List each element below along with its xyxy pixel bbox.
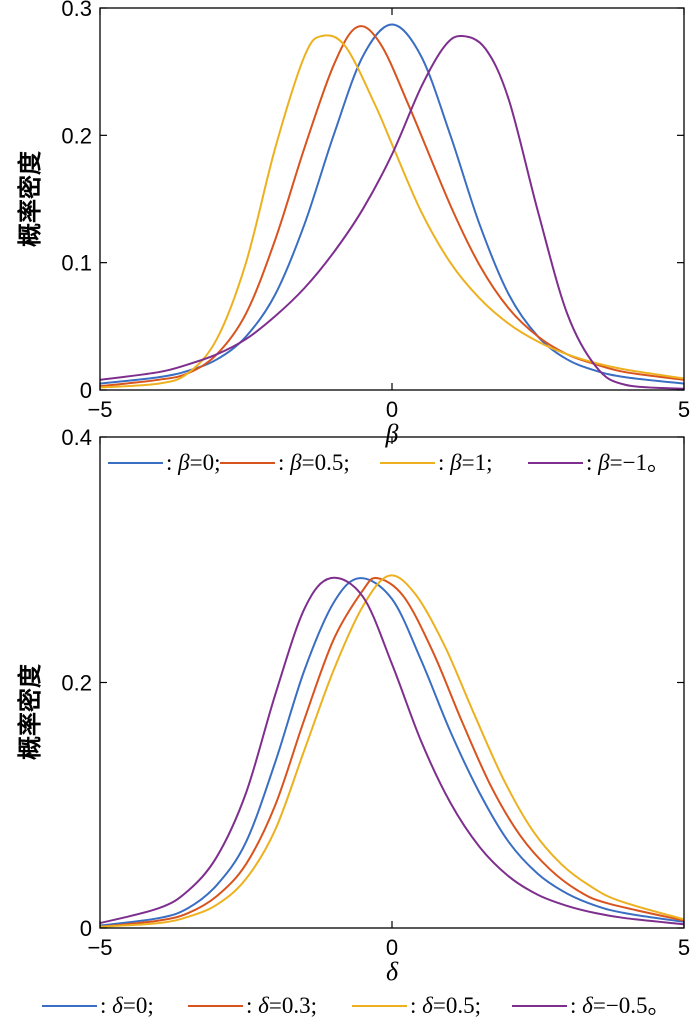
x-tick-label: 0 bbox=[386, 935, 398, 960]
x-tick-label: −5 bbox=[87, 935, 112, 960]
series-line-2 bbox=[99, 25, 685, 388]
series-line-4 bbox=[99, 576, 685, 926]
y-axis-label: 概率密度 bbox=[16, 150, 44, 247]
legend-entry-1: : β=0; bbox=[166, 450, 220, 475]
legend: : β=0; : β=0.5; : β=1; : β=−1。 bbox=[108, 450, 670, 475]
y-tick-label: 0.2 bbox=[61, 123, 92, 148]
series-line-4 bbox=[99, 34, 685, 390]
legend-entry-2: : β=0.5; bbox=[278, 450, 350, 475]
legend-entry-4: : β=−1。 bbox=[586, 450, 670, 475]
x-tick-label: 0 bbox=[386, 397, 398, 422]
x-tick-label: 5 bbox=[678, 935, 690, 960]
y-axis-label: 概率密度 bbox=[16, 663, 44, 760]
y-tick-label: 0 bbox=[80, 378, 92, 403]
plot-frame bbox=[99, 436, 685, 929]
series-line-3 bbox=[99, 574, 685, 928]
y-tick-label: 0.1 bbox=[61, 251, 92, 276]
legend: : δ=0; : δ=0.3; : δ=0.5; : δ=−0.5。 bbox=[42, 993, 671, 1018]
x-axis-label: β bbox=[385, 419, 399, 448]
series-line-3 bbox=[99, 34, 685, 389]
legend-entry-2: : δ=0.3; bbox=[246, 993, 317, 1018]
legend-entry-4: : δ=−0.5。 bbox=[570, 993, 671, 1018]
y-tick-label: 0.3 bbox=[61, 0, 92, 21]
x-tick-label: 5 bbox=[678, 397, 690, 422]
legend-entry-3: : δ=0.5; bbox=[410, 993, 481, 1018]
legend-entry-3: : β=1; bbox=[438, 450, 492, 475]
series-line-1 bbox=[99, 577, 685, 927]
legend-entry-1: : δ=0; bbox=[100, 993, 154, 1018]
x-tick-label: −5 bbox=[87, 397, 112, 422]
series-line-2 bbox=[99, 576, 685, 928]
y-tick-label: 0 bbox=[80, 916, 92, 941]
y-tick-label: 0.4 bbox=[61, 425, 92, 450]
y-tick-label: 0.2 bbox=[61, 671, 92, 696]
x-axis-label: δ bbox=[386, 957, 399, 986]
series-line-1 bbox=[99, 23, 685, 385]
